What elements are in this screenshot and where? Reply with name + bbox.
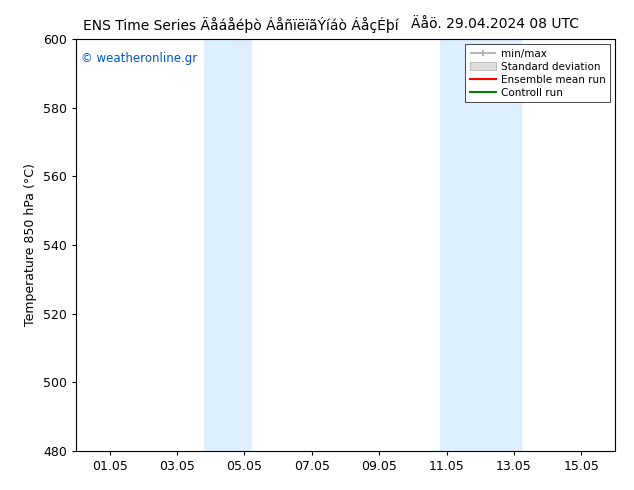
Y-axis label: Temperature 850 hPa (°C): Temperature 850 hPa (°C) [25, 164, 37, 326]
Text: Äåö. 29.04.2024 08 UTC: Äåö. 29.04.2024 08 UTC [411, 17, 578, 31]
Text: ENS Time Series Äåáåéþò ÁåñïëïãÝíáò ÁåçÉþí: ENS Time Series Äåáåéþò ÁåñïëïãÝíáò ÁåçÉ… [83, 17, 399, 33]
Text: © weatheronline.gr: © weatheronline.gr [81, 51, 198, 65]
Bar [440, 39, 521, 451]
Bar [204, 39, 251, 451]
Legend: min/max, Standard deviation, Ensemble mean run, Controll run: min/max, Standard deviation, Ensemble me… [465, 45, 610, 102]
